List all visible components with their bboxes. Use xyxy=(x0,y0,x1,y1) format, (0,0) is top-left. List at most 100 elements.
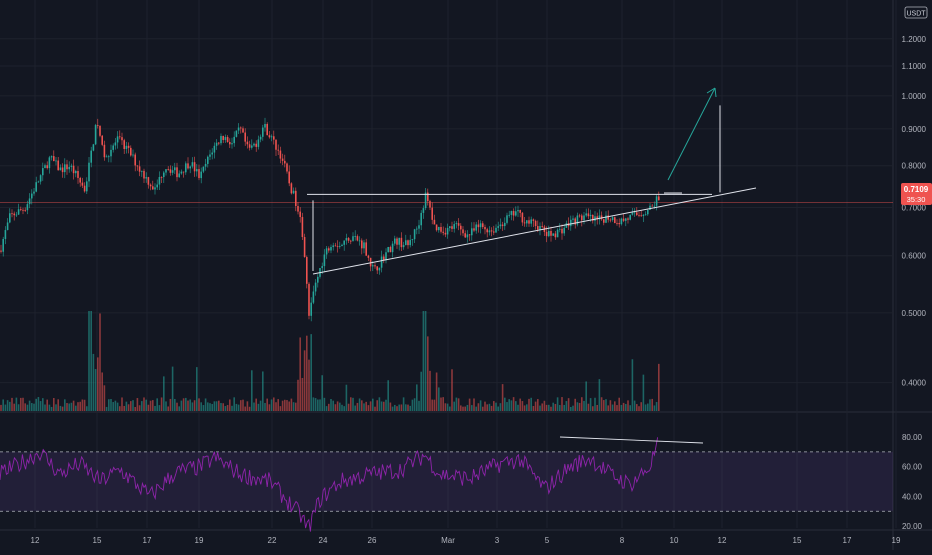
candle-body xyxy=(482,223,484,228)
volume-bar xyxy=(385,399,387,411)
volume-bar xyxy=(638,406,640,411)
volume-bar xyxy=(380,401,383,411)
candle-body xyxy=(499,224,502,227)
candle-body xyxy=(121,137,123,141)
volume-bar xyxy=(211,404,213,411)
candle-body xyxy=(468,234,471,236)
rsi-trendline[interactable] xyxy=(559,436,704,444)
candle-body xyxy=(209,154,211,157)
candle-body xyxy=(471,228,473,236)
last-price-value: 0.7109 xyxy=(904,185,929,194)
volume-bar xyxy=(484,401,486,411)
volume-bar xyxy=(200,402,202,411)
candle-body xyxy=(167,169,169,170)
volume-bar xyxy=(165,401,167,411)
volume-bar xyxy=(141,401,143,411)
rsi-tick-label: 80.00 xyxy=(902,433,923,442)
candle-body xyxy=(515,211,517,216)
volume-bar xyxy=(88,311,90,411)
volume-bar xyxy=(508,399,510,411)
volume-bar xyxy=(611,404,614,411)
volume-bar xyxy=(273,397,275,411)
volume-bar xyxy=(112,402,114,411)
candle-body xyxy=(176,167,178,178)
candle-body xyxy=(193,162,196,172)
volume-bar xyxy=(356,402,359,411)
time-tick-label: 17 xyxy=(843,536,852,545)
candle-body xyxy=(20,209,22,210)
volume-bar xyxy=(394,404,396,411)
ascending-support-line[interactable] xyxy=(312,187,757,275)
time-tick-label: 3 xyxy=(495,536,500,545)
volume-bar xyxy=(532,405,535,411)
candle-body xyxy=(310,302,312,316)
price-candles[interactable] xyxy=(0,117,660,322)
volume-bar xyxy=(215,401,218,411)
candle-body xyxy=(314,282,317,292)
volume-bar xyxy=(473,398,475,411)
candle-body xyxy=(323,254,326,267)
candle-body xyxy=(367,255,370,258)
currency-unit-badge[interactable]: USDT xyxy=(904,6,928,19)
candle-body xyxy=(119,136,121,138)
candle-body xyxy=(556,229,559,238)
time-tick-label: 12 xyxy=(718,536,727,545)
volume-bar xyxy=(647,403,649,411)
volume-bar xyxy=(264,402,266,411)
volume-bar xyxy=(57,399,59,411)
price-axis[interactable]: 0.4000 0.5000 0.6000 0.7000 0.8000 0.9000 1.00… xyxy=(902,35,927,388)
volume-bar xyxy=(559,405,561,411)
volume-bar xyxy=(114,400,117,411)
volume-bar xyxy=(295,402,297,411)
volume-bar xyxy=(279,406,282,411)
candle-body xyxy=(431,207,433,220)
candle-body xyxy=(299,211,301,218)
candle-body xyxy=(273,136,275,140)
candle-body xyxy=(94,125,97,145)
candle-body xyxy=(277,149,279,151)
time-tick-label: 15 xyxy=(93,536,102,545)
candle-body xyxy=(339,246,341,247)
volume-bar xyxy=(48,404,51,411)
volume-bar xyxy=(11,397,13,411)
volume-bar xyxy=(521,401,524,411)
volume-bar xyxy=(339,402,341,411)
projection-arrow[interactable] xyxy=(667,87,716,181)
candle-body xyxy=(618,223,620,225)
volume-bar xyxy=(336,401,339,411)
candle-body xyxy=(330,246,332,251)
volume-bar xyxy=(328,403,330,411)
volume-bar xyxy=(422,311,425,411)
volume-bar xyxy=(37,397,40,411)
volume-bar xyxy=(545,404,548,411)
volume-bar xyxy=(565,401,568,411)
candle-body xyxy=(633,212,636,214)
candle-body xyxy=(284,160,286,164)
candle-body xyxy=(235,130,238,137)
candle-body xyxy=(475,224,477,231)
volume-bar xyxy=(369,401,372,411)
volume-bar xyxy=(275,402,277,411)
candle-body xyxy=(350,240,352,242)
volume-bar xyxy=(363,403,365,411)
candle-body xyxy=(53,156,55,162)
volume-bar xyxy=(86,406,88,411)
candle-body xyxy=(127,145,130,148)
candle-body xyxy=(374,265,376,267)
volume-bar xyxy=(237,404,240,411)
candle-body xyxy=(361,240,363,249)
volume-bar xyxy=(55,404,57,411)
volume-bar xyxy=(378,397,381,411)
candle-body xyxy=(125,145,128,149)
candle-body xyxy=(464,233,466,238)
volume-bar xyxy=(292,402,295,411)
trend-drawings[interactable] xyxy=(307,87,757,275)
candle-body xyxy=(70,165,73,167)
volume-bar xyxy=(413,398,416,411)
candle-body xyxy=(288,171,290,184)
time-axis[interactable]: 12 15 17 19 22 24 26 Mar 3 5 8 10 12 15 17 19 xyxy=(31,536,901,545)
volume-bar xyxy=(121,397,123,411)
volume-bar xyxy=(262,371,264,411)
